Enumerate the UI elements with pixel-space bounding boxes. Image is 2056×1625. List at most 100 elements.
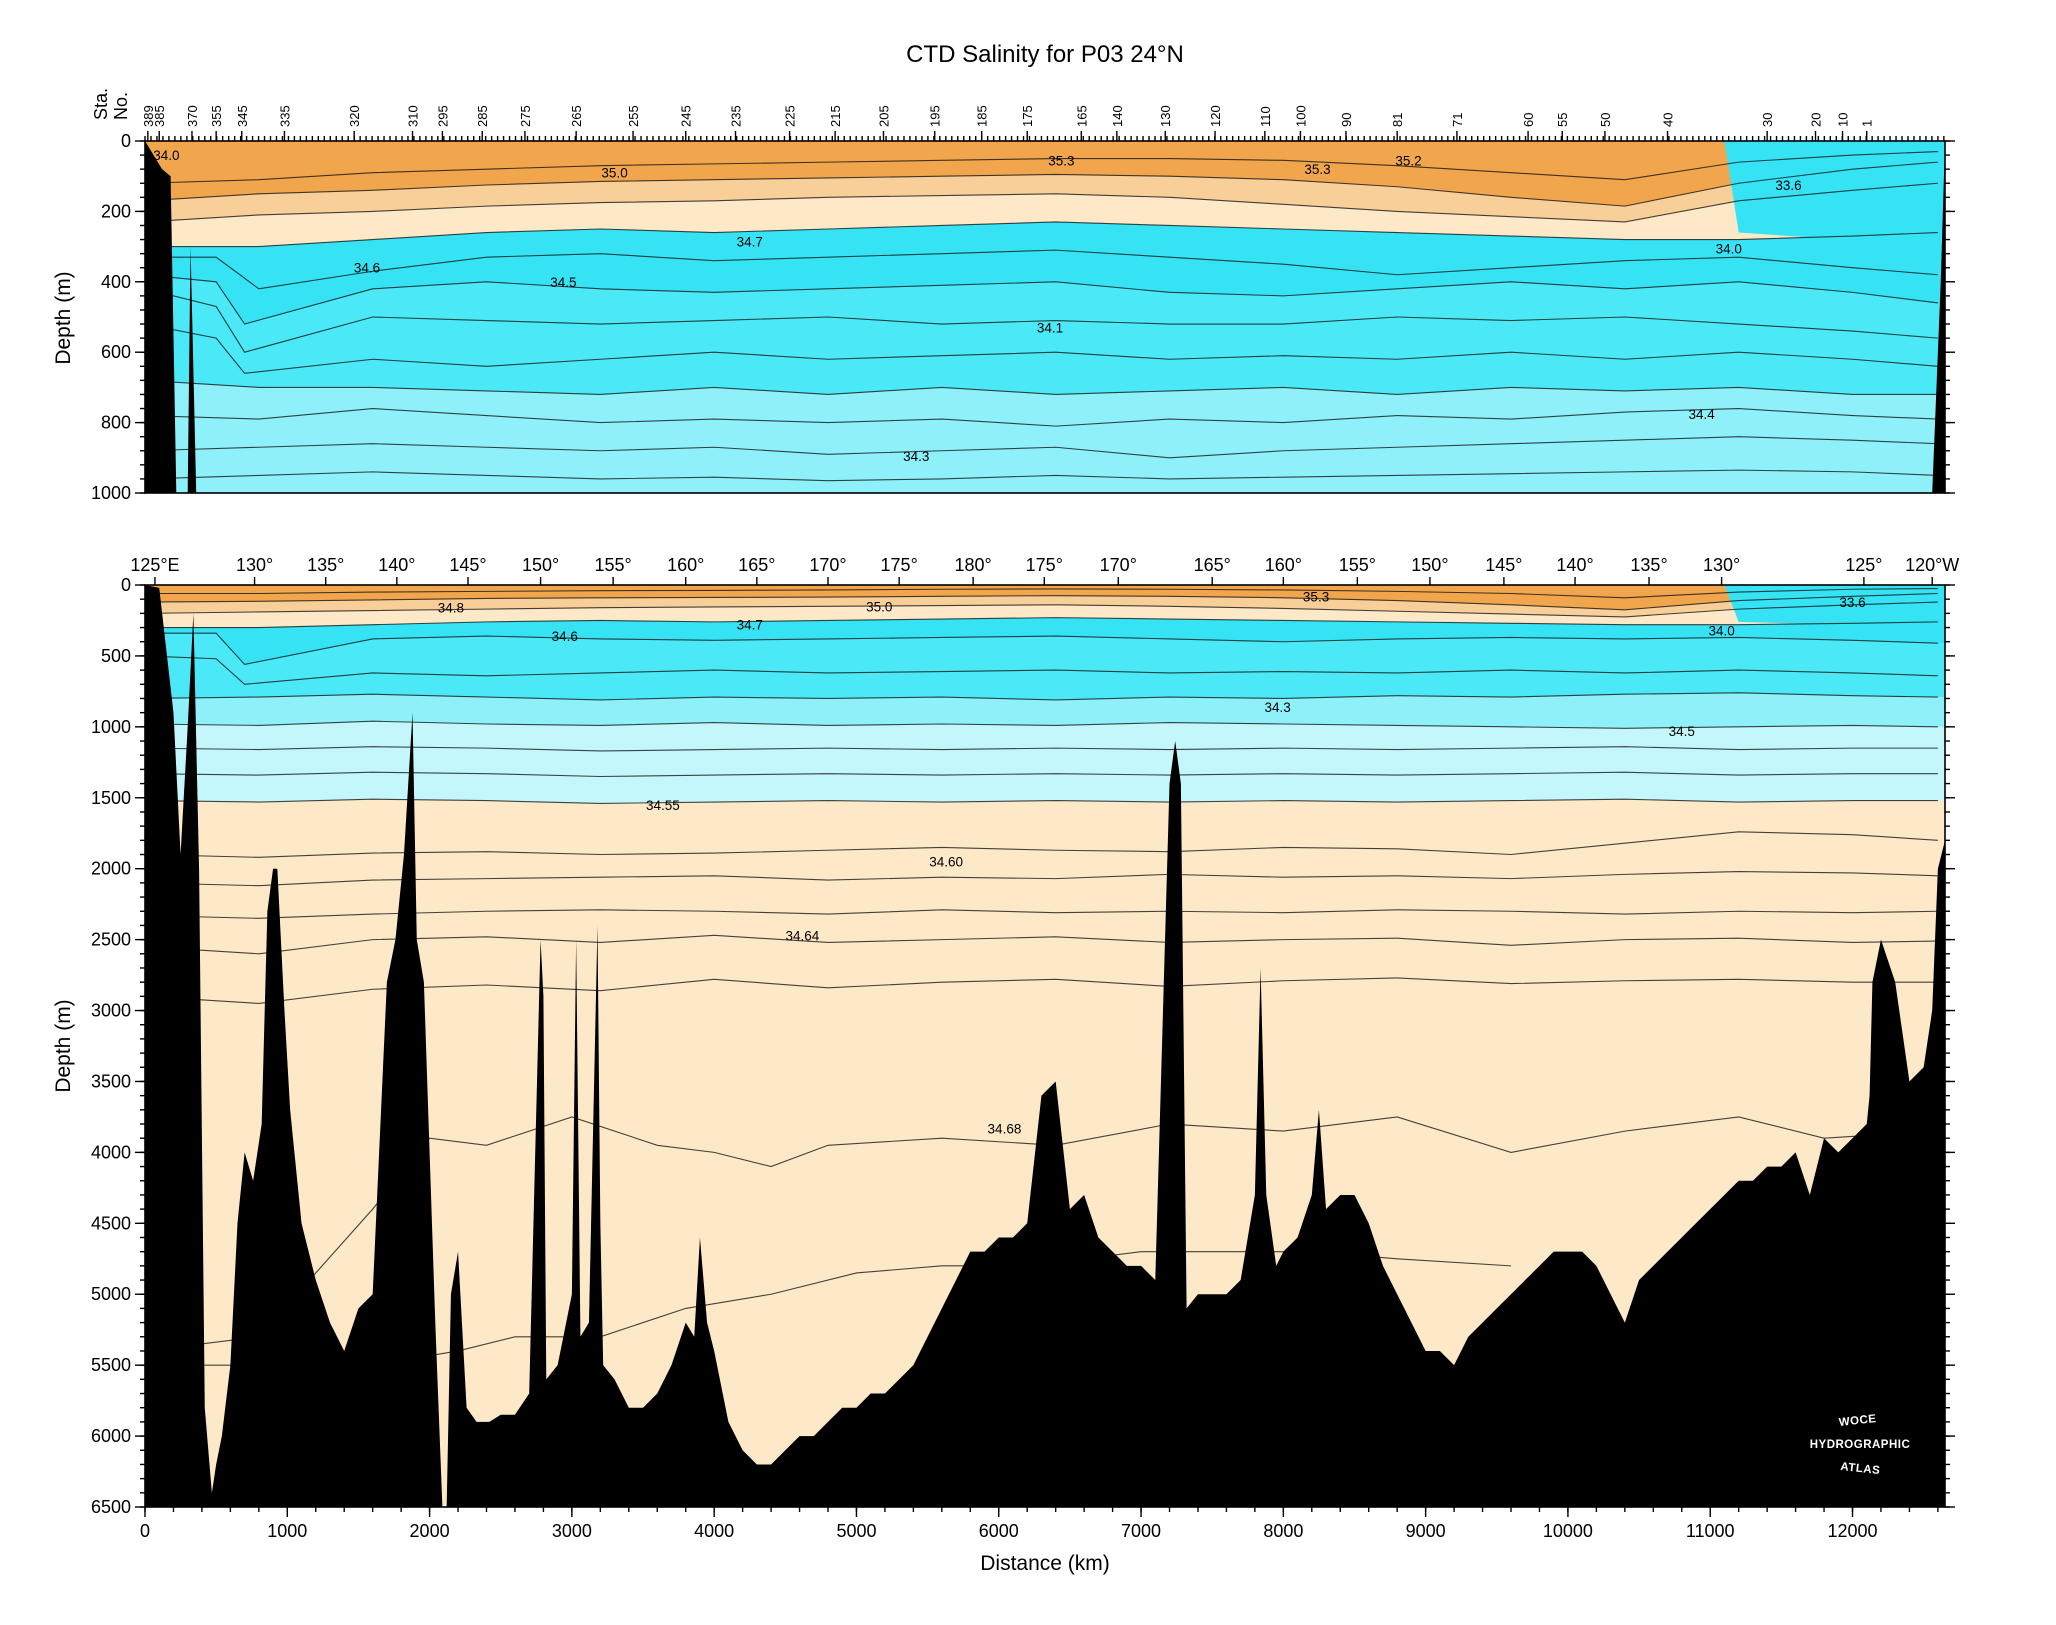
contour-label: 34.4	[1689, 407, 1716, 422]
contour-line	[145, 587, 1938, 599]
lower-contour-labels: 34.8 35.0 35.3 33.6 34.7 34.0 34.6 34.3 34.5 34.5…	[438, 589, 1866, 1272]
station-label: 345	[235, 105, 250, 127]
longitude-axis: 125°E 130° 135° 140° 145° 150° 155° 160° 165° 170…	[130, 555, 1959, 585]
upper-contour-lines	[145, 151, 1938, 482]
longitude-label: 160°	[667, 555, 704, 575]
lower-panel: 34.8 35.0 35.3 33.6 34.7 34.0 34.6 34.3 34.5 34.5…	[52, 555, 1959, 1575]
contour-line	[145, 249, 1938, 290]
contour-line	[145, 771, 1938, 778]
contour-label: 34.0	[1708, 623, 1734, 638]
station-label: 10	[1836, 113, 1851, 127]
longitude-label: 135°	[307, 555, 344, 575]
watermark-line1: WOCE	[1838, 1413, 1877, 1429]
contour-label: 35.3	[1304, 162, 1330, 177]
station-label: 285	[475, 105, 490, 127]
contour-line	[145, 692, 1938, 701]
contour-label: 34.8	[438, 601, 464, 616]
station-label: 120	[1208, 105, 1223, 127]
station-label: 81	[1390, 113, 1405, 127]
y-tick-label: 4500	[91, 1213, 131, 1233]
x-tick-label: 8000	[1263, 1521, 1303, 1541]
y-tick-label: 1500	[91, 788, 131, 808]
station-label: 205	[876, 105, 891, 127]
salinity-band	[145, 585, 1945, 598]
station-label: 20	[1809, 113, 1824, 127]
longitude-label: 165°	[1194, 555, 1231, 575]
contour-label: 34.0	[1716, 241, 1742, 256]
y-tick-label: 0	[121, 131, 131, 151]
station-label: 255	[626, 105, 641, 127]
lower-y-axis: 0 500 1000 1500 2000 2500 3000 3500 4000 4500 5000…	[91, 575, 1955, 1517]
station-label: 355	[209, 105, 224, 127]
longitude-label: 125°	[1845, 555, 1882, 575]
longitude-label: 155°	[595, 555, 632, 575]
longitude-label: 180°	[955, 555, 992, 575]
station-label: 320	[347, 105, 362, 127]
station-label: 225	[783, 105, 798, 127]
contour-line	[145, 934, 1938, 955]
station-label: 50	[1598, 113, 1613, 127]
contour-line	[145, 655, 1938, 685]
y-tick-label: 1000	[91, 717, 131, 737]
station-label: 71	[1450, 113, 1465, 127]
y-tick-label: 1000	[91, 483, 131, 503]
station-label: 370	[185, 105, 200, 127]
watermark-line3: ATLAS	[1840, 1461, 1881, 1477]
station-label-line2: No.	[111, 92, 131, 120]
contour-line	[145, 720, 1938, 729]
contour-label: 34.0	[153, 148, 179, 163]
distance-axis: 0 1000 2000 3000 4000 5000 6000 7000 8000 9000 100…	[140, 1507, 1939, 1541]
y-tick-label: 6500	[91, 1497, 131, 1517]
x-axis-label: Distance (km)	[980, 1552, 1110, 1575]
contour-label: 34.3	[1265, 700, 1291, 715]
contour-label: 34.1	[1037, 321, 1063, 336]
contour-line	[145, 617, 1938, 629]
longitude-label: 150°	[1411, 555, 1448, 575]
longitude-label: 160°	[1265, 555, 1302, 575]
contour-label: 34.6	[354, 261, 380, 276]
y-tick-label: 500	[101, 646, 131, 666]
longitude-label: 135°	[1630, 555, 1667, 575]
station-label: 40	[1661, 113, 1676, 127]
station-label: 60	[1521, 113, 1536, 127]
contour-label: 34.5	[1669, 724, 1695, 739]
contour-line	[145, 1116, 1938, 1352]
contour-line	[145, 161, 1938, 207]
contour-line	[145, 436, 1938, 459]
x-tick-label: 10000	[1543, 1521, 1593, 1541]
contour-label: 34.69	[1013, 1257, 1047, 1272]
contour-line	[145, 909, 1938, 919]
upper-panel: 34.0 35.0 35.3 35.3 35.2 33.6 34.7 34.0 34.6 34.5…	[52, 105, 1955, 503]
station-label: 215	[828, 105, 843, 127]
station-label: 275	[518, 105, 533, 127]
y-tick-label: 600	[101, 342, 131, 362]
contour-line	[145, 288, 1938, 353]
contour-line	[145, 592, 1938, 611]
station-label-line1: Sta.	[91, 88, 111, 120]
longitude-label: 170°	[809, 555, 846, 575]
station-label: 55	[1555, 113, 1570, 127]
longitude-label: 150°	[522, 555, 559, 575]
longitude-label: 175°	[1026, 555, 1063, 575]
x-tick-label: 5000	[836, 1521, 876, 1541]
station-label: 195	[928, 105, 943, 127]
contour-label: 34.7	[737, 618, 763, 633]
x-tick-label: 2000	[410, 1521, 450, 1541]
contour-line	[145, 798, 1938, 804]
y-tick-label: 800	[101, 413, 131, 433]
upper-plot-frame	[144, 140, 1946, 494]
upper-salinity-bands	[145, 141, 1945, 493]
contour-line	[145, 323, 1938, 374]
upper-contour-labels: 34.0 35.0 35.3 35.3 35.2 33.6 34.7 34.0 34.6 34.5…	[153, 148, 1801, 464]
longitude-label: 130°	[1703, 555, 1740, 575]
contour-line	[145, 977, 1938, 1005]
station-label: 245	[679, 105, 694, 127]
contour-label: 34.60	[929, 855, 963, 870]
contour-label: 34.55	[646, 798, 680, 813]
y-tick-label: 3500	[91, 1071, 131, 1091]
contour-line	[145, 274, 1938, 325]
y-tick-label: 2500	[91, 930, 131, 950]
station-axis-label: Sta. No.	[91, 88, 131, 120]
contour-label: 34.64	[785, 928, 819, 943]
